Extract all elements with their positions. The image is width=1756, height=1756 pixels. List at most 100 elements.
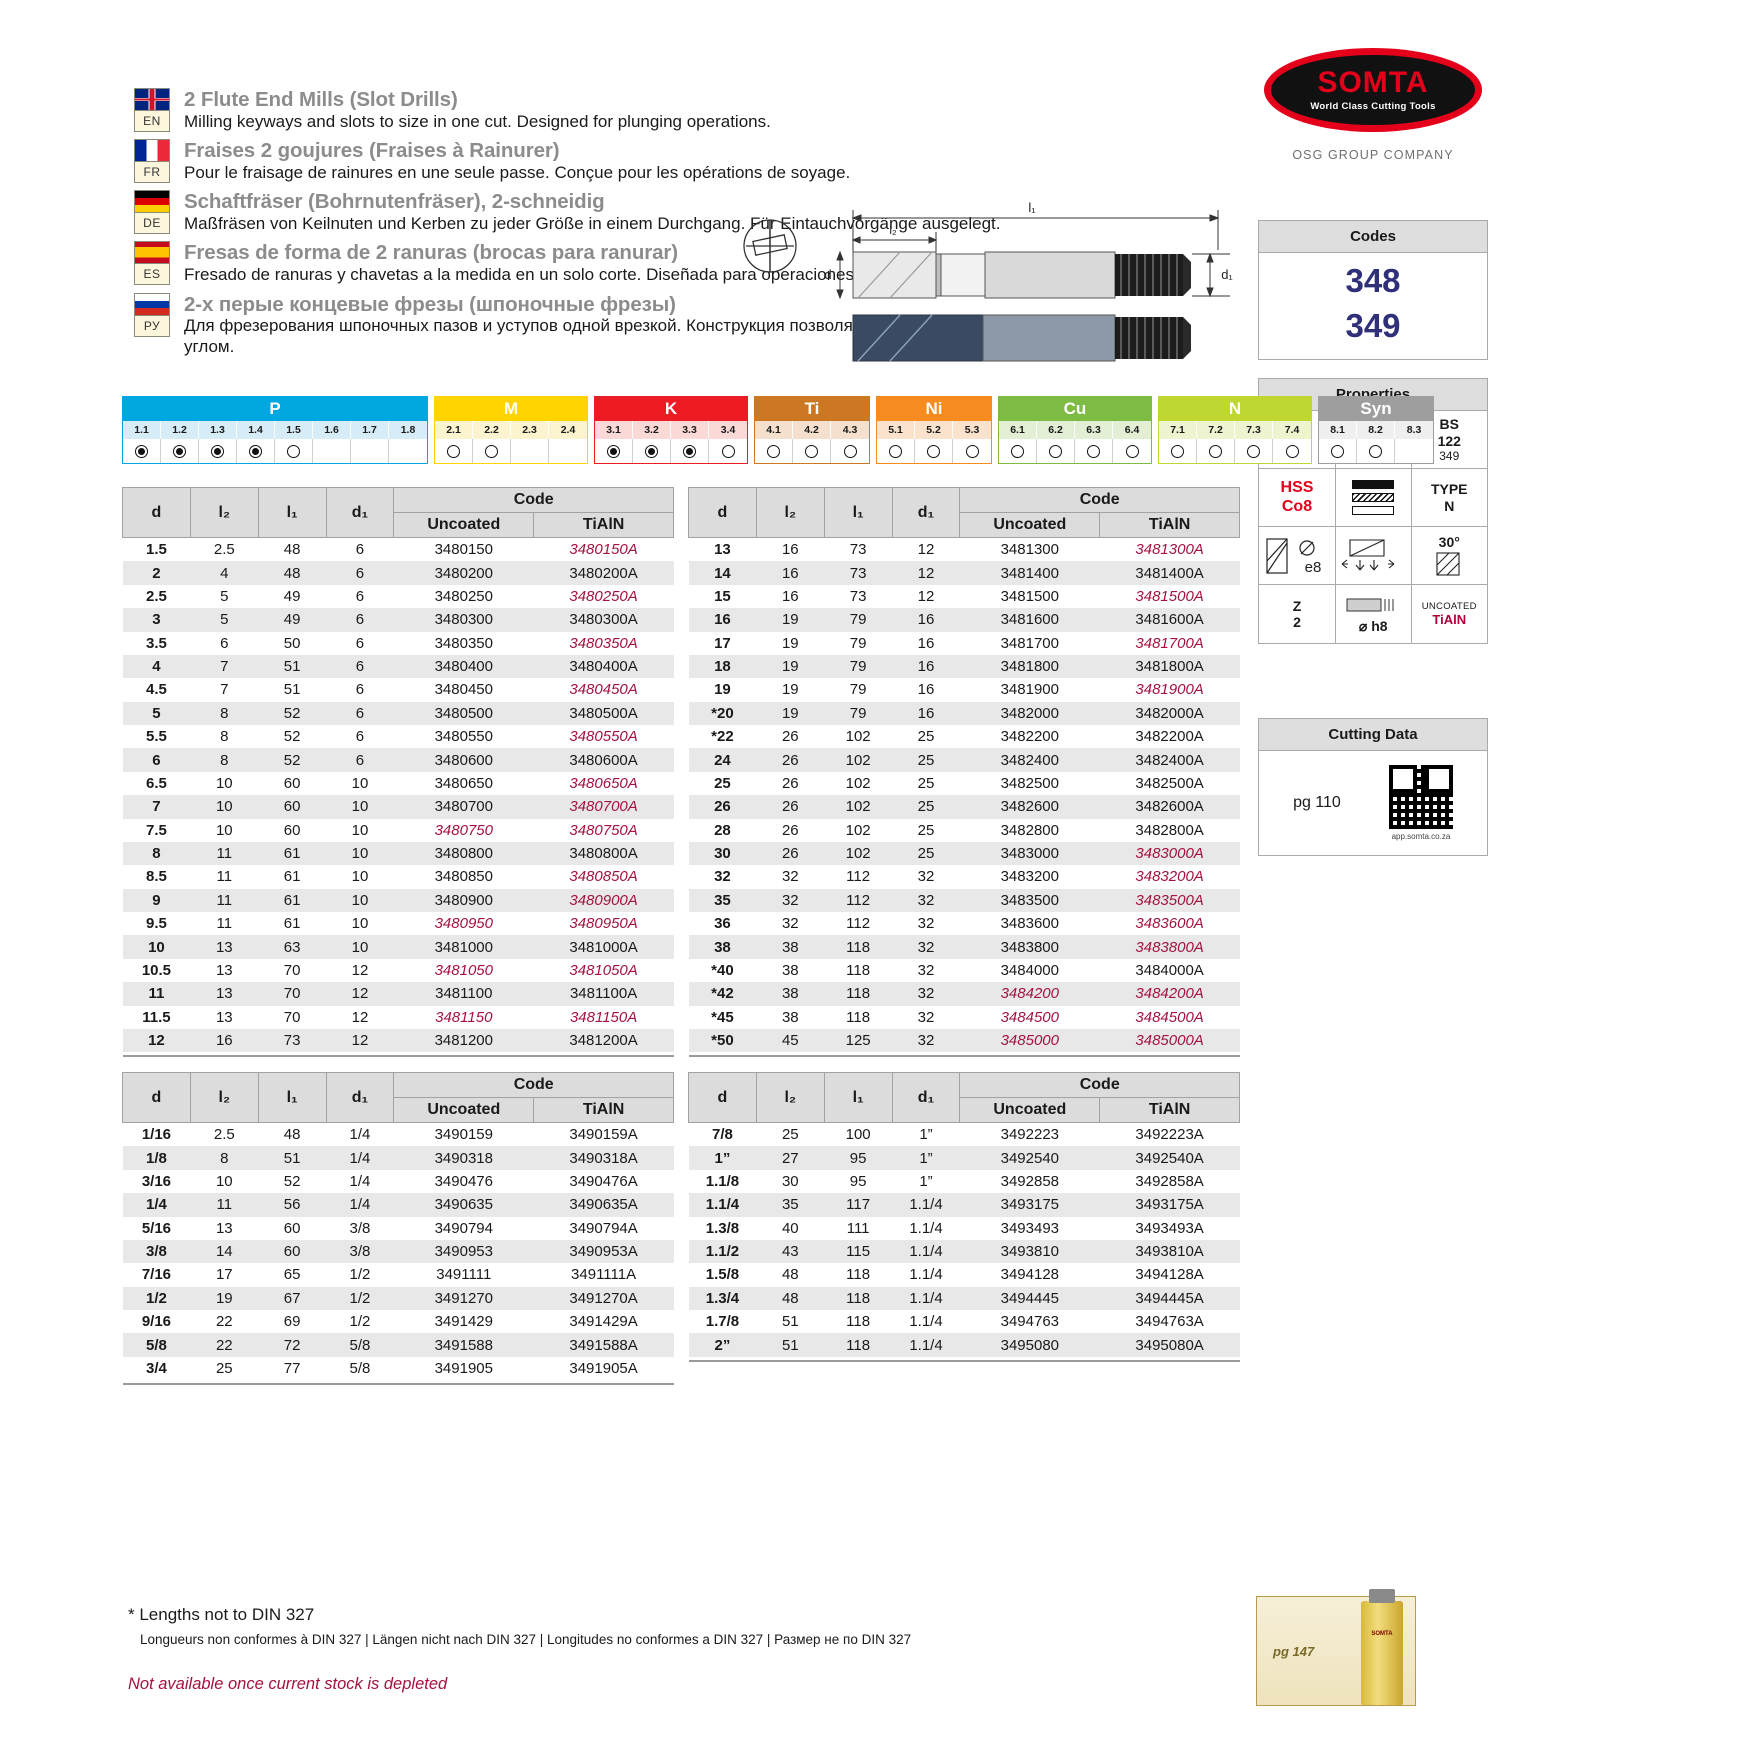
cell-d1: 16	[892, 701, 960, 725]
cell-l1: 61	[258, 888, 327, 912]
cell-l2: 16	[756, 561, 825, 585]
qr-code-block[interactable]: app.somta.co.za	[1388, 765, 1453, 841]
material-group-letter: K	[595, 397, 747, 421]
cell-l2: 38	[781, 1008, 799, 1026]
table-row: 35 32 112 32 3483500 3483500A	[688, 888, 1240, 912]
material-rating-cell	[351, 439, 389, 463]
material-rating-cell	[595, 439, 633, 463]
col-header-l1: l₁	[257, 487, 327, 538]
cell-l2: 10	[190, 795, 259, 819]
flute-tolerance-icon: e8	[1266, 537, 1321, 576]
property-type: TYPE N	[1411, 469, 1487, 527]
cell-d: 5/8	[122, 1333, 191, 1357]
table-row: 1.5 2.5 48 6 3480150 3480150A	[123, 538, 674, 562]
table-row: 4.5 7 51 6 3480450 3480450A	[123, 678, 674, 701]
table-row: *40 38 118 32 3484000 3484000A	[689, 959, 1240, 982]
col-header-uncoated: Uncoated	[393, 1097, 535, 1123]
cell-d: *22	[711, 728, 734, 746]
cell-code-tialn: 3481300A	[1135, 541, 1204, 559]
table-row: 24 26 102 25 3482400 3482400A	[688, 748, 1240, 772]
material-rating-cell	[275, 439, 313, 463]
material-group-ti: Ti 4.1 4.2 4.3	[754, 396, 870, 464]
cell-d1: 1”	[919, 1172, 933, 1190]
cell-code-uncoated: 3480750	[434, 821, 493, 839]
cell-l1: 115	[824, 1239, 893, 1264]
cell-d1: 1.1/4	[892, 1239, 960, 1264]
rating-empty-icon	[965, 444, 979, 458]
cell-d: 5.5	[146, 728, 167, 746]
cell-l2: 45	[756, 1028, 825, 1053]
product-technical-drawing: l₁ l₂ d	[740, 180, 1240, 380]
cell-l2: 7	[220, 681, 229, 699]
cell-d: *20	[688, 701, 757, 725]
cell-l1: 102	[845, 774, 871, 792]
cell-l1: 112	[846, 868, 871, 886]
property-shank-bars	[1336, 469, 1412, 527]
cell-l1: 118	[846, 1313, 871, 1331]
table-row: 26 26 102 25 3482600 3482600A	[688, 795, 1240, 819]
material-subcode: 8.2	[1357, 421, 1395, 439]
cell-l1: 70	[283, 961, 301, 979]
material-subcode: 6.2	[1037, 421, 1075, 439]
col-header-code: Code	[393, 487, 674, 513]
cell-l2: 16	[781, 587, 799, 605]
rating-empty-icon	[1247, 444, 1260, 458]
cell-d1: 32	[917, 961, 935, 979]
cell-code-uncoated: 3483600	[1000, 915, 1059, 933]
table-row: 1.7/8 51 118 1.1/4 3494763 3494763A	[689, 1310, 1240, 1333]
cell-code-uncoated: 3480150	[434, 541, 493, 559]
table-row: 9 11 61 10 3480900 3480900A	[122, 888, 674, 912]
cell-d1: 1.1/4	[892, 1333, 960, 1357]
cell-code-uncoated: 3482000	[959, 701, 1100, 725]
cell-d1: 1”	[919, 1126, 933, 1144]
cell-l2: 35	[756, 1193, 825, 1217]
rating-empty-icon	[287, 444, 300, 458]
codes-panel: Codes 348 349	[1258, 220, 1488, 360]
cell-d1: 1”	[892, 1146, 960, 1170]
material-subcode: 6.1	[999, 421, 1037, 439]
qr-code-icon[interactable]	[1388, 765, 1453, 829]
cell-code-tialn: 3480600A	[533, 748, 674, 772]
material-rating-cell	[1197, 439, 1235, 463]
cell-l2: 13	[215, 1219, 233, 1237]
cell-code-tialn: 3481600A	[1099, 608, 1240, 632]
material-subcode: 2.1	[435, 421, 473, 439]
cell-code-tialn: 3484200A	[1099, 982, 1240, 1006]
cell-code-uncoated: 3494763	[1000, 1313, 1060, 1331]
material-rating-cell	[1037, 439, 1075, 463]
cell-d1: 10	[326, 841, 394, 866]
flag-block-es: ES	[134, 241, 174, 286]
cell-l1: 118	[846, 961, 871, 979]
property-shank-tol: ⌀ h8	[1336, 585, 1412, 643]
rating-empty-icon	[1049, 444, 1062, 458]
col-header-code: Code	[393, 1072, 674, 1098]
cell-d1: 12	[351, 1008, 369, 1026]
cell-d: 5	[122, 701, 191, 725]
material-subcode: 1.2	[161, 421, 199, 439]
cell-d1: 1/4	[349, 1172, 371, 1190]
cell-d1: 12	[326, 1028, 394, 1053]
cell-code-tialn: 3491588A	[533, 1333, 674, 1357]
property-coating: UNCOATED TiAlN	[1421, 601, 1477, 627]
cell-code-uncoated: 3481900	[1000, 681, 1059, 699]
cell-d1: 10	[351, 774, 369, 792]
material-subcode: 1.4	[237, 421, 275, 439]
spray-can-label: SOMTA	[1371, 1631, 1393, 1637]
cell-d: 28	[714, 821, 731, 839]
cell-d1: 1.1/4	[892, 1193, 960, 1217]
cell-code-uncoated: 3490794	[434, 1219, 493, 1237]
material-group-cu: Cu 6.1 6.2 6.3 6.4	[998, 396, 1152, 464]
page-reference-promo[interactable]: pg 147 SOMTA	[1256, 1589, 1416, 1706]
material-rating-cell	[389, 439, 427, 463]
cell-d1: 16	[892, 608, 960, 632]
shank-bar-hatched-icon	[1352, 493, 1395, 502]
cell-d1: 3/8	[326, 1239, 394, 1264]
cell-d1: 12	[326, 982, 394, 1006]
cell-code-tialn: 3482200A	[1135, 728, 1204, 746]
cell-d1: 25	[917, 821, 935, 839]
col-header-uncoated: Uncoated	[959, 512, 1101, 538]
material-group-letter: Syn	[1319, 397, 1433, 421]
cell-code-uncoated: 3484500	[1000, 1008, 1059, 1026]
material-group-k: K 3.1 3.2 3.3 3.4	[594, 396, 748, 464]
table-row: 1” 27 95 1” 3492540 3492540A	[688, 1146, 1240, 1170]
